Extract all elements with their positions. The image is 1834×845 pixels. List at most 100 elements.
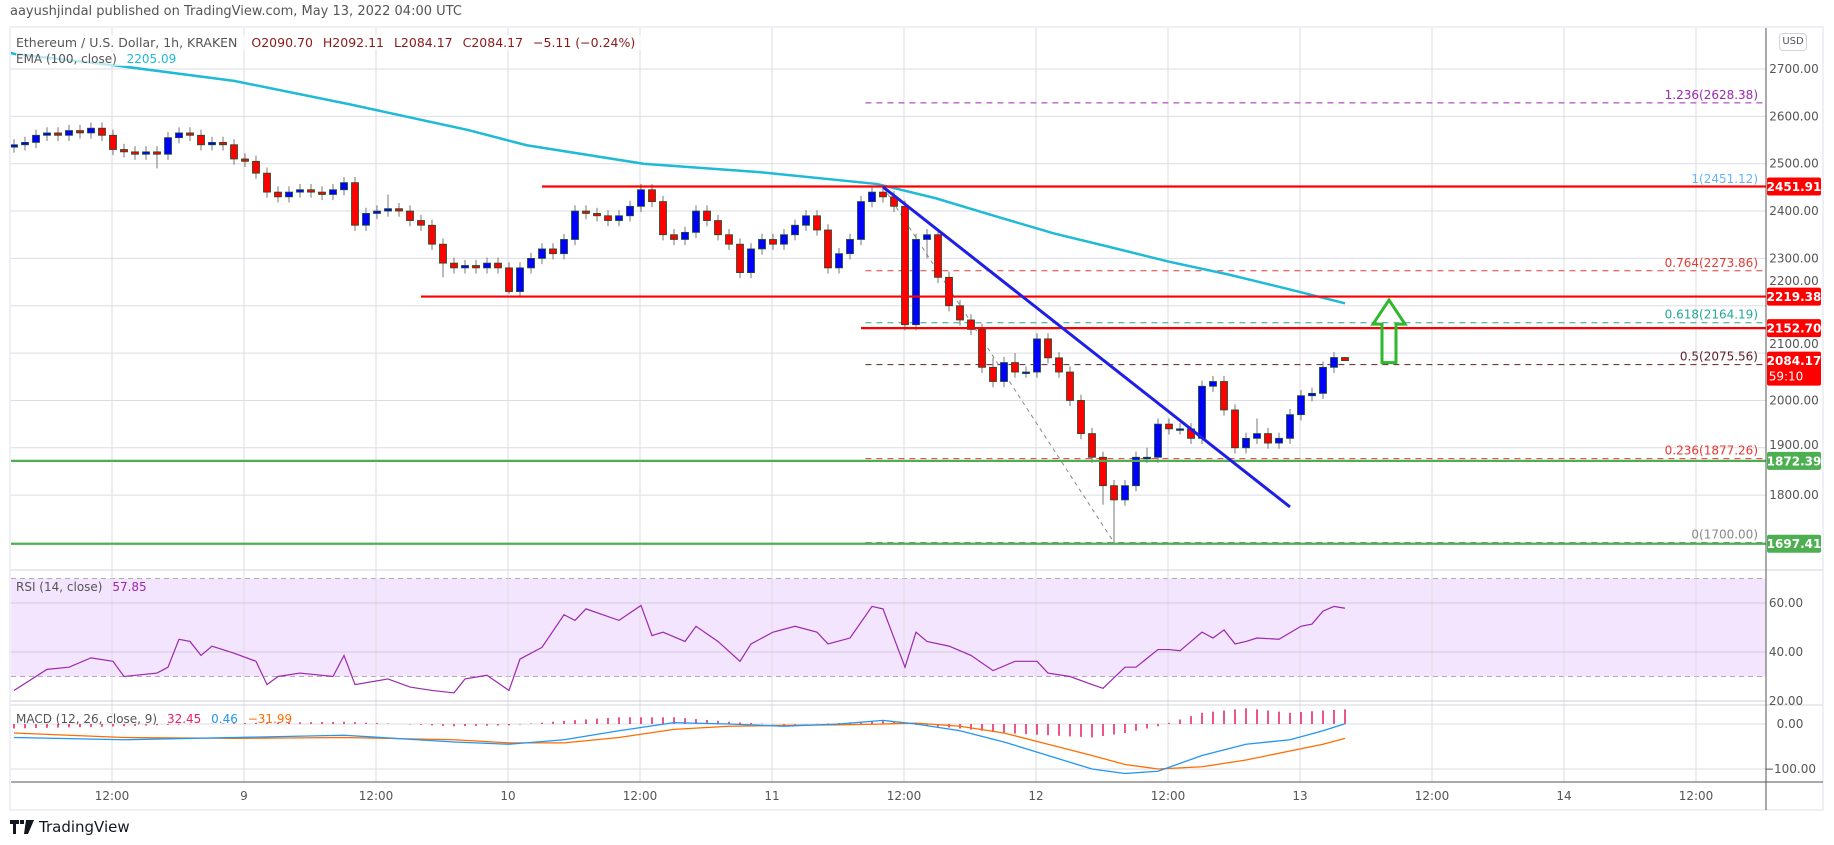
candle	[989, 357, 997, 388]
candle	[153, 146, 161, 169]
candle	[747, 243, 755, 279]
candle	[1099, 451, 1107, 505]
candle-body	[692, 210, 700, 233]
candle	[604, 210, 612, 227]
fib-level-label: 0(1700.00)	[1691, 528, 1758, 542]
last-price-badge-bg	[1767, 351, 1821, 386]
ema-legend: EMA (100, close) 2205.09	[16, 52, 183, 66]
candle-body	[1154, 423, 1162, 458]
candle-body	[285, 191, 293, 198]
candle-body	[1319, 366, 1327, 394]
candle	[98, 122, 106, 141]
time-tick-label: 12:00	[359, 789, 394, 803]
candle-body	[604, 215, 612, 221]
candle	[516, 262, 524, 298]
candle-body	[11, 144, 18, 148]
candle	[1132, 451, 1140, 492]
level-price-badge: 1872.39	[1767, 454, 1822, 468]
candle	[956, 300, 964, 326]
candle-body	[318, 191, 326, 195]
candle-body	[329, 189, 337, 195]
candle-body	[978, 329, 986, 368]
candle	[439, 238, 447, 278]
candle-body	[32, 134, 40, 143]
candle	[626, 200, 634, 222]
candle	[208, 136, 216, 151]
candle-body	[307, 189, 315, 193]
candle	[912, 233, 920, 331]
price-tick-label: 1900.00	[1769, 438, 1819, 452]
candle-body	[626, 205, 634, 217]
candle-body	[1132, 456, 1140, 487]
candle-body	[1088, 433, 1096, 458]
candle-body	[197, 134, 205, 146]
candle	[1341, 356, 1349, 361]
candle	[109, 129, 117, 156]
level-price-badge-bg	[1767, 177, 1821, 196]
rsi-legend: RSI (14, close) 57.85	[16, 580, 153, 594]
candle-body	[1143, 456, 1151, 460]
candle	[329, 184, 337, 201]
candle	[87, 122, 95, 139]
candle	[285, 186, 293, 203]
candle	[241, 153, 249, 168]
candle	[494, 257, 502, 274]
candle-body	[725, 234, 733, 245]
candle	[1286, 408, 1294, 445]
time-tick-label: 12	[1028, 789, 1043, 803]
candle	[879, 187, 887, 203]
macd-signal-line	[13, 722, 1346, 770]
candle	[901, 200, 909, 331]
footer-brand[interactable]: TradingView	[10, 818, 130, 836]
candle-body	[131, 151, 139, 155]
currency-button[interactable]: USD	[1779, 33, 1807, 51]
chart-frame	[9, 26, 1824, 811]
candle-body	[76, 130, 84, 134]
candle	[857, 195, 865, 246]
symbol-legend: Ethereum / U.S. Dollar, 1h, KRAKEN O2090…	[16, 35, 642, 50]
candle-body	[846, 239, 854, 255]
candle-body	[65, 130, 73, 136]
candle-body	[483, 262, 491, 269]
candle	[593, 207, 601, 222]
candle	[417, 214, 425, 231]
candle	[571, 205, 579, 246]
candle	[406, 205, 414, 227]
price-tick-label: 2600.00	[1769, 109, 1819, 123]
candle	[1231, 404, 1239, 454]
candle-body	[1110, 485, 1118, 501]
candle	[76, 124, 84, 139]
candle-body	[945, 276, 953, 307]
candle-body	[1198, 385, 1206, 439]
candle	[1242, 432, 1250, 454]
candle	[340, 176, 348, 196]
candle	[131, 146, 139, 160]
candle-body	[560, 239, 568, 255]
candle	[824, 224, 832, 274]
candle	[450, 257, 458, 274]
candle-body	[549, 248, 557, 255]
candle	[428, 219, 436, 250]
rsi-label: RSI (14, close)	[16, 580, 103, 594]
fib-level-label: 1(2451.12)	[1691, 172, 1758, 186]
candle	[1066, 366, 1074, 407]
candle-body	[769, 239, 777, 245]
candle-body	[780, 234, 788, 245]
candle-body	[505, 267, 513, 292]
candle-body	[395, 208, 403, 212]
candle	[758, 233, 766, 255]
candle-body	[252, 160, 260, 174]
level-price-badge: 2152.70	[1767, 322, 1822, 336]
candle-body	[340, 182, 348, 191]
candle	[736, 238, 744, 279]
candle	[549, 243, 557, 260]
macd-label: MACD (12, 26, close, 9)	[16, 712, 158, 726]
candle	[1319, 361, 1327, 400]
price-tick-label: 2100.00	[1769, 337, 1819, 351]
candle-body	[934, 234, 942, 278]
candle-body	[208, 141, 216, 146]
candle	[307, 184, 315, 198]
candle-body	[109, 134, 117, 150]
level-price-badge: 1697.41	[1767, 537, 1822, 551]
